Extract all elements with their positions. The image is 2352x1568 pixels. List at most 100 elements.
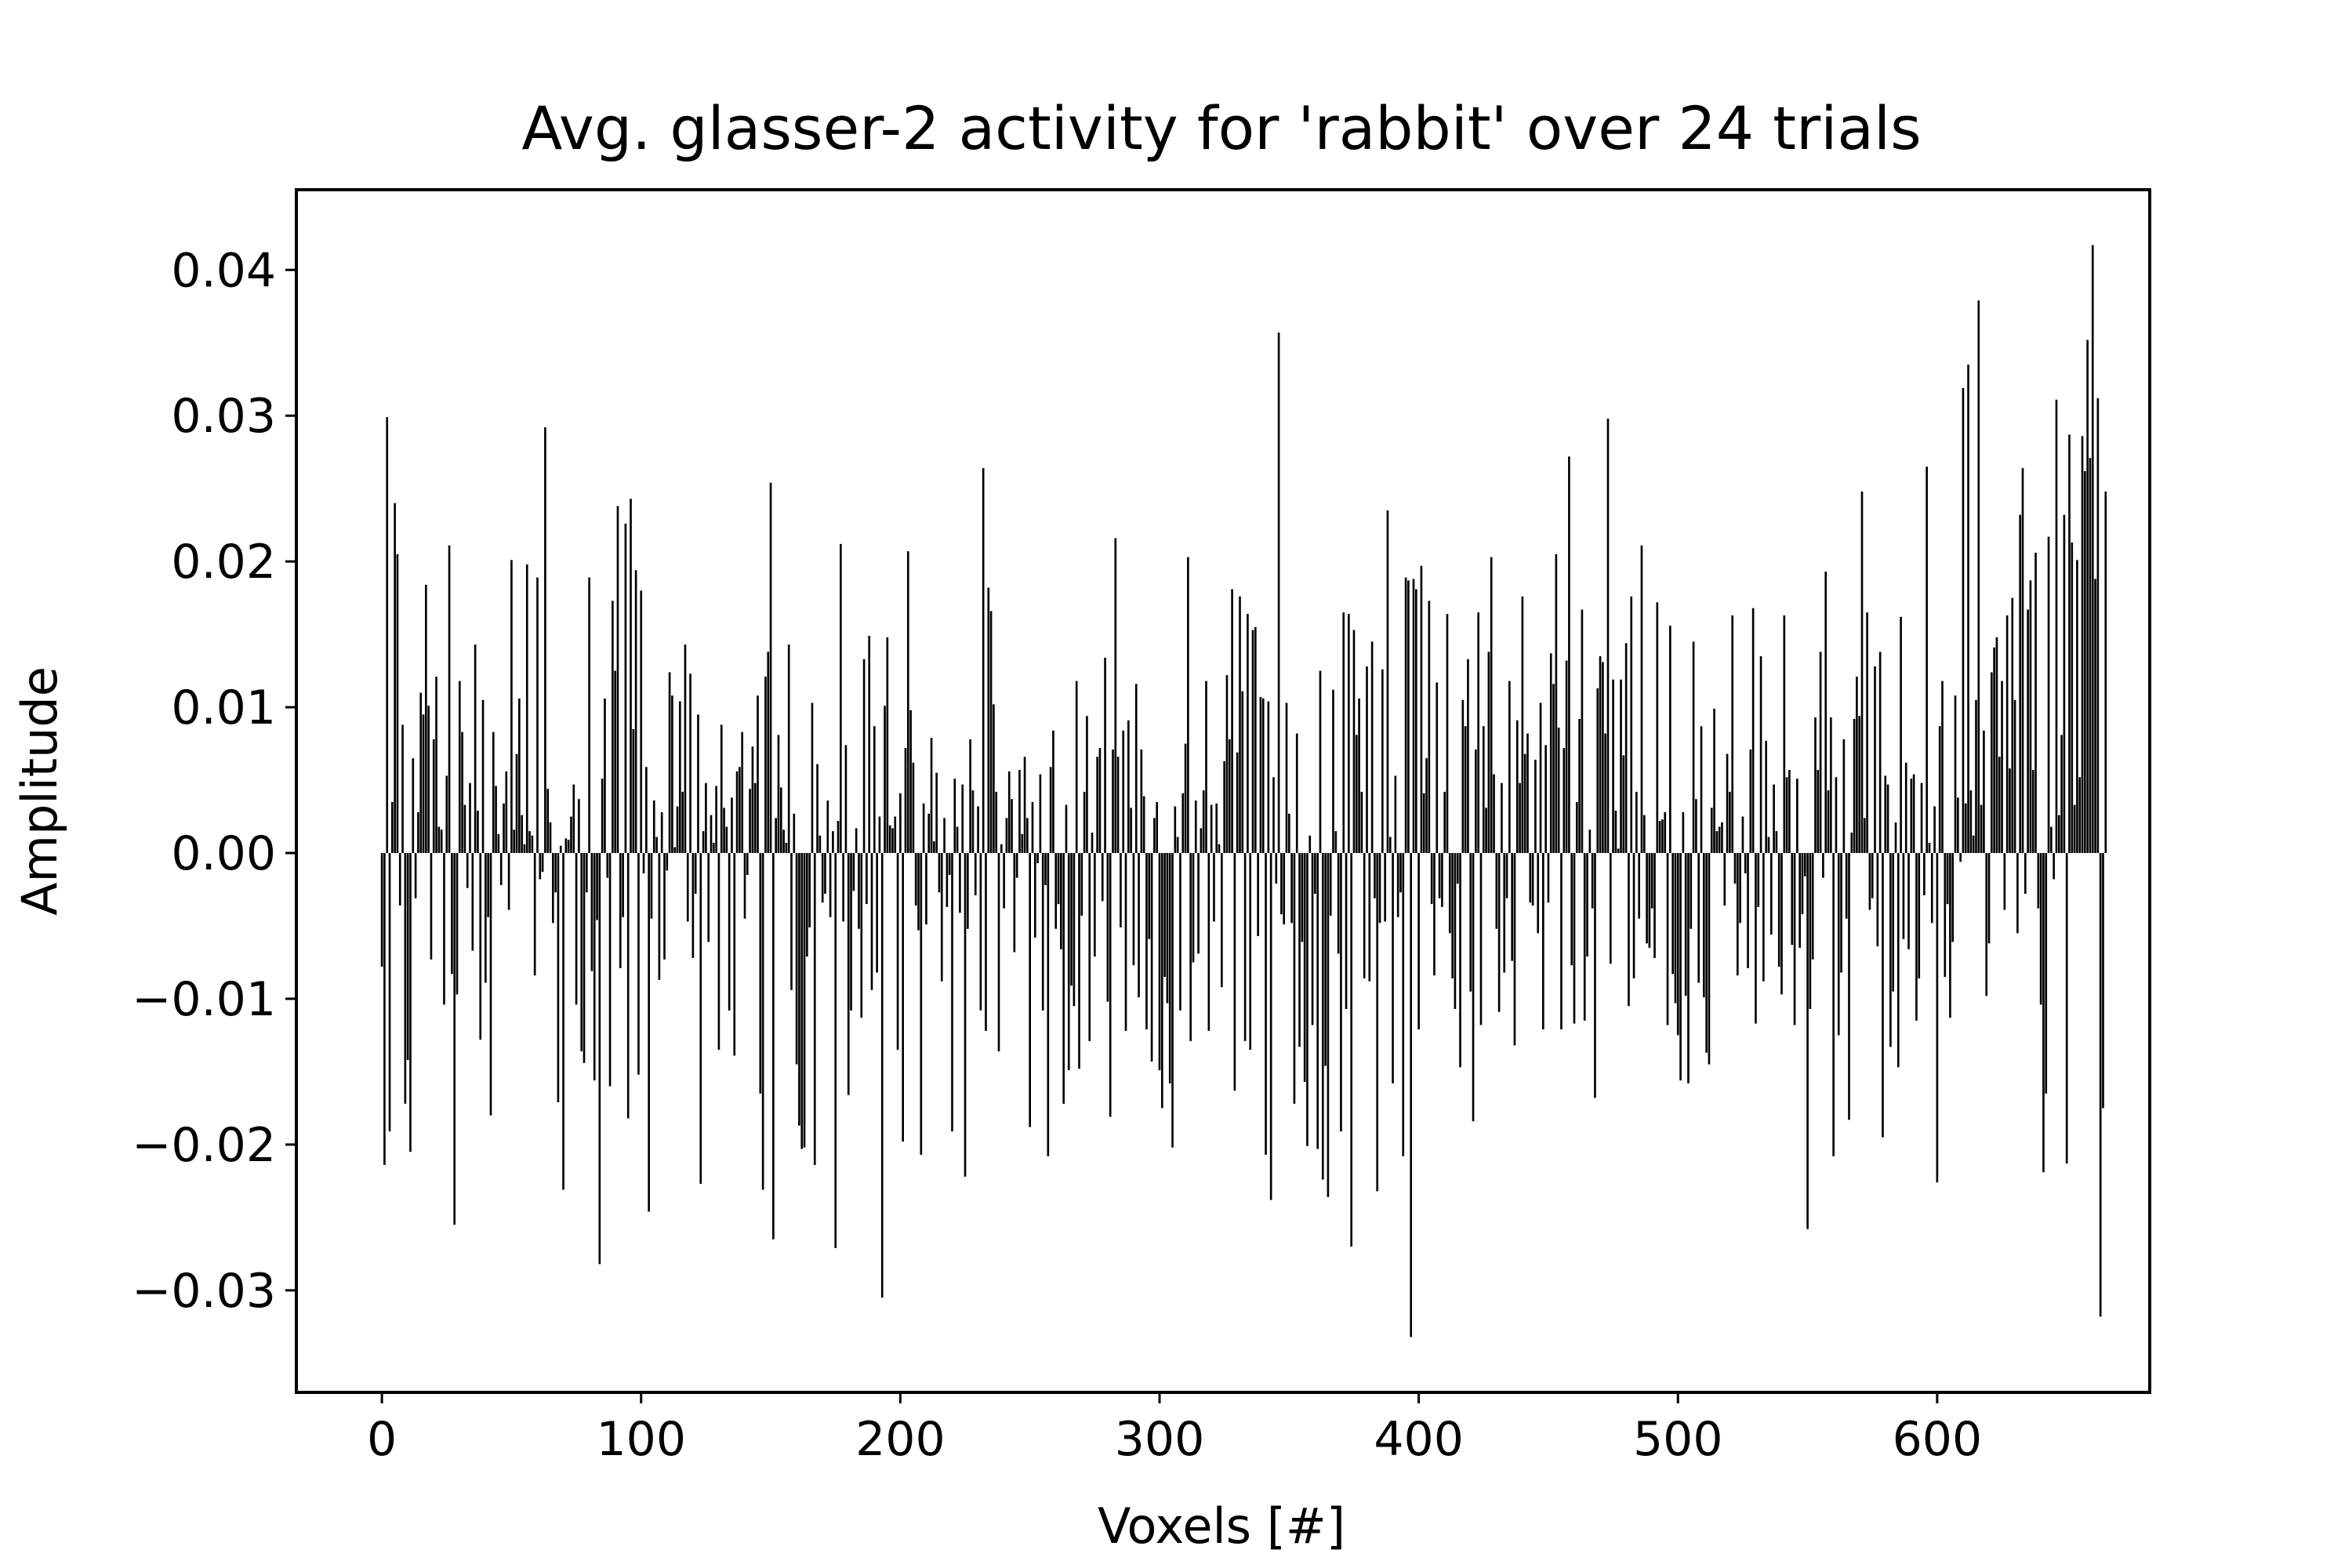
bar — [1202, 790, 1205, 854]
bar — [790, 853, 793, 990]
bar — [521, 815, 523, 854]
bar — [630, 499, 632, 854]
bar — [1650, 853, 1653, 909]
bar — [717, 853, 720, 1051]
bar — [1142, 796, 1145, 854]
bar — [445, 775, 448, 854]
bar — [1239, 596, 1241, 854]
bar — [575, 853, 578, 1005]
bar — [1837, 853, 1840, 1036]
bar — [1568, 456, 1570, 854]
bar — [1487, 652, 1490, 854]
bar — [2011, 597, 2014, 854]
bar — [564, 838, 568, 854]
bar — [1376, 853, 1379, 1192]
bar — [1184, 743, 1187, 854]
bar — [1860, 491, 1864, 854]
bar — [619, 853, 622, 968]
bar — [1624, 643, 1628, 854]
bar — [917, 853, 920, 931]
bar — [1617, 848, 1620, 854]
bar — [2009, 768, 2011, 854]
bar — [1511, 853, 1513, 961]
bar — [1791, 853, 1794, 946]
bar — [1822, 853, 1824, 878]
bar — [1809, 853, 1812, 1009]
bar — [1334, 831, 1338, 854]
bar — [1394, 775, 1397, 854]
bar — [499, 853, 503, 885]
bar — [767, 652, 770, 854]
bar — [946, 853, 949, 907]
bar — [1265, 853, 1267, 1155]
bar — [1985, 853, 1988, 996]
bar — [1827, 790, 1830, 854]
bar — [1402, 853, 1405, 1156]
bar — [1697, 853, 1700, 983]
bar — [733, 853, 736, 1056]
bar — [552, 853, 554, 924]
bar — [2078, 777, 2082, 854]
bar — [735, 771, 739, 854]
bar — [1676, 853, 1679, 1036]
bar — [1407, 580, 1410, 854]
bar — [943, 818, 946, 854]
bar — [1832, 853, 1835, 1156]
bar — [1451, 853, 1454, 978]
x-axis-ticks: 0 100 200 300 400 500 600 — [367, 1392, 1982, 1467]
bar — [2034, 552, 2037, 854]
bar — [956, 826, 959, 854]
bar — [487, 853, 489, 917]
bar — [837, 821, 840, 854]
bar — [2024, 853, 2027, 895]
bar — [1923, 853, 1926, 895]
bar — [1384, 853, 1386, 922]
bar — [1635, 791, 1638, 854]
bar — [2005, 615, 2009, 854]
y-tick-label: 0.03 — [171, 389, 276, 444]
bar — [1120, 853, 1122, 927]
bar — [1083, 791, 1086, 854]
bar — [1454, 853, 1457, 1009]
y-tick-label: 0.02 — [171, 535, 276, 590]
bar — [705, 782, 707, 854]
bar — [842, 853, 844, 922]
bar — [1889, 853, 1892, 1047]
bar — [1739, 853, 1741, 924]
bar — [440, 829, 443, 854]
bar — [1422, 793, 1425, 854]
bar — [461, 731, 463, 854]
bar — [824, 853, 826, 895]
bar — [1358, 698, 1360, 854]
bar — [1765, 740, 1767, 854]
bar — [485, 853, 487, 983]
bar — [1091, 832, 1094, 854]
bar — [840, 543, 842, 854]
bar — [987, 587, 990, 854]
bar — [749, 789, 751, 854]
bar — [1658, 821, 1661, 854]
bar — [689, 673, 691, 854]
bar — [1287, 813, 1290, 854]
bar — [676, 806, 679, 854]
bar — [1094, 853, 1096, 957]
y-tick-label: 0.01 — [171, 681, 276, 735]
bar — [1207, 853, 1210, 1031]
bar — [663, 853, 666, 960]
bar — [1109, 853, 1112, 1117]
bar — [1892, 853, 1894, 992]
bar — [1863, 818, 1866, 854]
bar — [1599, 656, 1602, 854]
bar — [1247, 614, 1249, 854]
bar — [606, 853, 609, 878]
bar — [570, 816, 572, 854]
bar — [406, 853, 409, 1061]
bar — [1967, 365, 1969, 854]
bar — [691, 853, 695, 958]
bar-series — [380, 245, 2107, 1338]
bar — [453, 853, 456, 1225]
bar — [1708, 853, 1711, 1065]
bar — [1386, 510, 1389, 854]
bar — [1228, 739, 1231, 854]
bar — [471, 853, 474, 951]
